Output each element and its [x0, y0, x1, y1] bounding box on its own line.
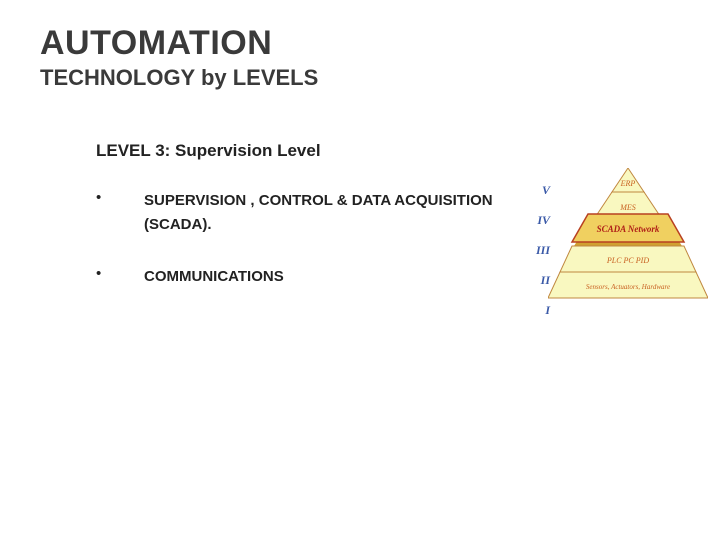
- section-heading: LEVEL 3: Supervision Level: [96, 141, 680, 161]
- pyramid-diagram: ERP MES SCADA Network PLC PC PID Sensors…: [548, 168, 708, 308]
- pyramid-label-3: PLC PC PID: [606, 256, 649, 265]
- bullet-marker: •: [96, 265, 144, 282]
- pyramid-label-0: ERP: [620, 179, 636, 188]
- bullet-text: COMMUNICATIONS: [144, 265, 284, 289]
- pyramid-label-4: Sensors, Actuators, Hardware: [586, 283, 670, 291]
- bullet-marker: •: [96, 189, 144, 206]
- slide-subtitle: TECHNOLOGY by LEVELS: [40, 65, 680, 91]
- pyramid-label-2: SCADA Network: [597, 224, 660, 234]
- bullet-text: SUPERVISION , CONTROL & DATA ACQUISITION…: [144, 189, 524, 237]
- slide-title: AUTOMATION: [40, 24, 680, 63]
- pyramid-label-1: MES: [619, 203, 636, 212]
- slide: AUTOMATION TECHNOLOGY by LEVELS LEVEL 3:…: [0, 0, 720, 540]
